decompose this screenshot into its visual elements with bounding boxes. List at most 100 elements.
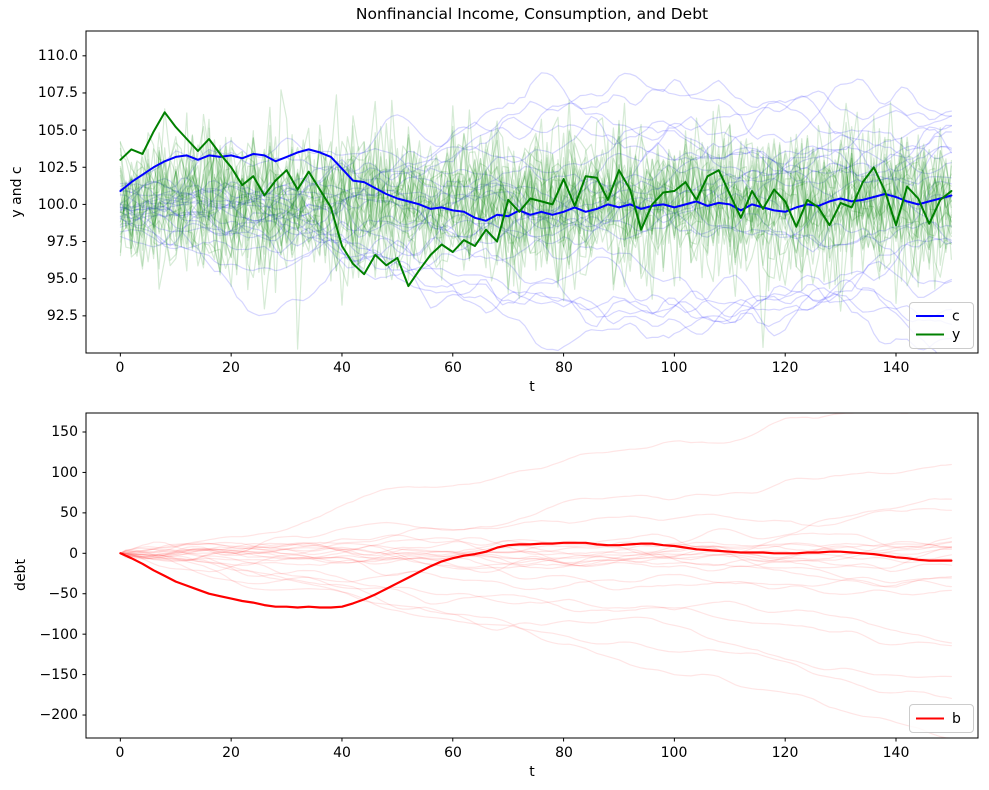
bottom-y-tick-label: 150 (51, 424, 78, 440)
plot-line (119, 552, 953, 679)
bottom-y-tick-label: −200 (40, 707, 78, 723)
bottom-legend: b (909, 704, 974, 733)
bottom-plot-ensembles (119, 413, 953, 738)
plot-line (119, 180, 953, 250)
plot-line (119, 552, 953, 567)
plot-line (119, 124, 953, 269)
bottom-y-tick-label: 50 (60, 505, 78, 521)
top-x-tick-label: 120 (772, 360, 799, 376)
plot-line (119, 181, 953, 328)
top-y-tick-label: 105.0 (38, 123, 78, 139)
top-y-tick-label: 102.5 (38, 160, 78, 176)
plot-line (119, 541, 953, 573)
bottom-axes-frame (85, 412, 979, 739)
plot-line (119, 137, 953, 304)
plot-line (119, 537, 953, 561)
plot-line (119, 89, 953, 247)
bottom-x-axis-label: t (529, 764, 535, 780)
plot-line (119, 102, 953, 265)
plot-line (119, 142, 953, 239)
top-x-tick-label: 60 (444, 360, 462, 376)
plot-line (119, 413, 912, 554)
bottom-y-tick-label: 100 (51, 465, 78, 481)
plot-line (119, 542, 953, 588)
plot-line (119, 144, 953, 350)
top-axes-ticks (82, 55, 897, 357)
plot-line (119, 542, 953, 566)
plot-line (119, 213, 953, 314)
bottom-x-tick-label: 100 (661, 745, 688, 761)
top-x-tick-label: 0 (116, 360, 125, 376)
plot-line (119, 145, 953, 276)
plot-line (119, 124, 953, 294)
plot-line (119, 195, 938, 353)
plot-line (119, 148, 953, 222)
plot-line (119, 159, 953, 285)
top-x-axis-label: t (529, 379, 535, 395)
plot-line (119, 547, 953, 591)
plot-line (119, 109, 953, 237)
top-x-tick-label: 140 (883, 360, 910, 376)
bottom-x-tick-label: 140 (883, 745, 910, 761)
top-plot-ensembles (119, 72, 953, 353)
top-y-tick-label: 107.5 (38, 85, 78, 101)
plot-line (119, 552, 953, 700)
top-axes-frame (85, 30, 979, 354)
plot-line (119, 126, 953, 213)
plot-line (119, 203, 953, 248)
plot-line (119, 109, 953, 273)
plot-line (119, 130, 953, 290)
plot-line (119, 211, 953, 323)
plot-line (119, 121, 953, 292)
plot-line (119, 190, 953, 303)
bottom-y-tick-label: −150 (40, 667, 78, 683)
plot-line (119, 138, 953, 297)
top-x-tick-label: 100 (661, 360, 688, 376)
bottom-x-tick-labels: 0 20 40 60 80 100 120 140 (116, 745, 910, 761)
plot-line (119, 112, 953, 271)
plot-line (119, 546, 953, 569)
plot-line (119, 498, 953, 561)
plot-line (119, 545, 953, 567)
top-y-tick-label: 100.0 (38, 197, 78, 213)
plot-line (119, 127, 953, 280)
top-x-tick-label: 20 (222, 360, 240, 376)
top-legend: c y (909, 302, 974, 349)
bottom-y-axis-label: debt (13, 559, 29, 591)
bottom-y-tick-label: −50 (48, 586, 78, 602)
plot-line (119, 115, 953, 238)
legend-label-c: c (952, 309, 960, 325)
plot-line (119, 99, 953, 251)
top-y-axis-label: y and c (9, 166, 25, 217)
top-x-tick-labels: 0 20 40 60 80 100 120 140 (116, 360, 910, 376)
bottom-plot-lines (119, 541, 953, 609)
plot-line (119, 541, 953, 569)
plot-line (119, 145, 953, 243)
plot-line (119, 111, 953, 288)
plot-line (119, 534, 953, 588)
top-y-tick-label: 92.5 (47, 308, 78, 324)
bottom-y-tick-label: 0 (69, 546, 78, 562)
plot-line (119, 72, 953, 188)
bottom-x-tick-label: 120 (772, 745, 799, 761)
top-x-tick-label: 40 (333, 360, 351, 376)
bottom-x-tick-label: 40 (333, 745, 351, 761)
plot-line (119, 125, 953, 240)
top-y-tick-label: 95.0 (47, 271, 78, 287)
plot-line (119, 552, 953, 647)
bottom-x-tick-label: 80 (555, 745, 573, 761)
bottom-x-tick-label: 0 (116, 745, 125, 761)
top-plot-lines (119, 111, 953, 288)
plot-line (119, 508, 953, 554)
plot-line (119, 541, 953, 609)
plot-line (119, 121, 953, 259)
bottom-y-tick-labels: −200 −150 −100 −50 0 50 100 150 (40, 424, 78, 723)
top-y-tick-labels: 92.5 95.0 97.5 100.0 102.5 105.0 107.5 1… (38, 48, 78, 324)
bottom-x-tick-label: 60 (444, 745, 462, 761)
top-x-tick-label: 80 (555, 360, 573, 376)
plot-line (119, 139, 953, 349)
bottom-x-tick-label: 20 (222, 745, 240, 761)
plot-line (119, 127, 953, 240)
